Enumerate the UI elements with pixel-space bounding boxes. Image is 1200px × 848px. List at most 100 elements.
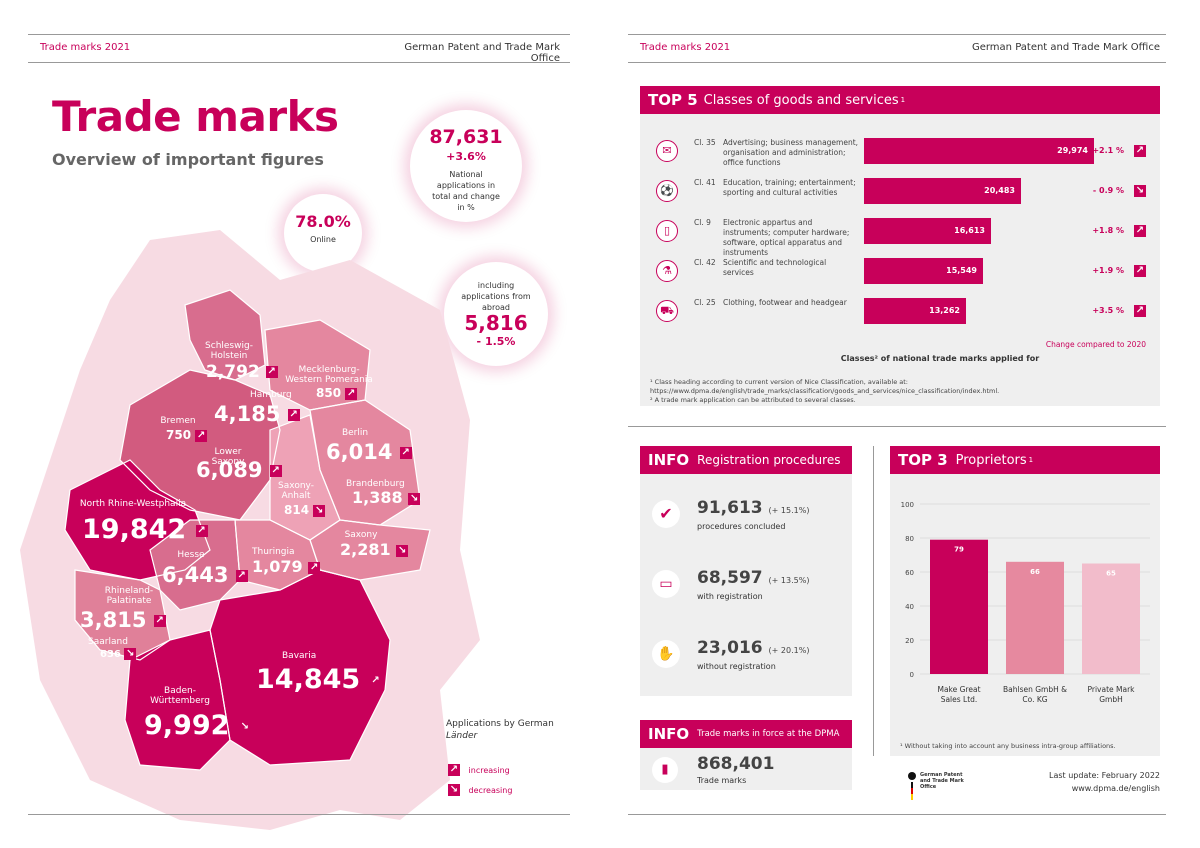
class-description: Advertising; business management, organi… — [723, 138, 859, 167]
abroad-label: including applications from abroad — [461, 281, 531, 312]
state-value-bavaria: 14,845 ↗ — [256, 664, 382, 695]
region-saxony — [310, 520, 430, 580]
class-description: Scientific and technological services — [723, 258, 827, 277]
state-name-nrw: North Rhine-Westphalia — [79, 499, 187, 509]
arrow-up-icon: ↗ — [448, 764, 460, 776]
state-name-saxony: Saxony — [344, 530, 378, 540]
arrow-up-icon: ↗ — [1134, 225, 1146, 237]
legend-increasing: ↗ increasing — [448, 764, 510, 776]
state-value-schleswig: 2,792 ↗ — [206, 362, 278, 382]
state-name-thuringia: Thuringia — [252, 547, 295, 557]
top3-header: TOP 3 Proprietors 1 — [890, 446, 1160, 474]
monitor-icon: ▭ — [652, 570, 680, 598]
force-label: Trade marks — [697, 776, 747, 785]
state-value-berlin: 6,014 ↗ — [326, 440, 412, 464]
state-name-saxonyanhalt: Saxony-Anhalt — [278, 481, 314, 501]
arrow-down-icon: ↘ — [313, 504, 326, 517]
reg-item-2: 68,597 (+ 13.5%) — [697, 568, 810, 588]
class-change: +1.9 % — [1092, 266, 1124, 275]
class-change: +3.5 % — [1092, 306, 1124, 315]
info-force-header: INFO Trade marks in force at the DPMA — [640, 720, 852, 748]
state-value-hesse: 6,443 ↗ — [162, 563, 248, 587]
reg-item-3-label: without registration — [697, 662, 776, 671]
reg-item-1-label: procedures concluded — [697, 522, 786, 531]
region-thuringia — [235, 520, 320, 590]
online-label: Online — [310, 235, 336, 244]
class-bar — [864, 218, 991, 244]
arrow-up-icon: ↗ — [195, 429, 208, 442]
arrow-up-icon: ↗ — [345, 387, 358, 400]
state-value-saxony: 2,281 ↘ — [340, 540, 409, 559]
class-code: Cl. 41 — [694, 178, 716, 187]
online-stat: 78.0% Online — [284, 194, 362, 272]
region-lowersaxony — [120, 370, 280, 520]
divider — [873, 446, 874, 756]
map-legend-title: Applications by German Länder — [446, 719, 554, 741]
state-value-saxonyanhalt: 814 ↘ — [284, 503, 326, 517]
arrow-down-icon: ↘ — [124, 648, 137, 660]
info-registration-header: INFO Registration procedures — [640, 446, 852, 474]
megaphone-icon: ✉ — [656, 140, 678, 162]
state-value-thuringia: 1,079 ↗ — [252, 557, 321, 576]
proprietor-bar — [930, 539, 988, 674]
region-brandenburg — [310, 400, 420, 525]
state-value-bremen: 750 ↗ — [166, 428, 208, 442]
hand-icon: ✋ — [652, 640, 680, 668]
shirt-icon: ⛟ — [656, 300, 678, 322]
arrow-up-icon: ↗ — [287, 409, 300, 421]
arrow-down-icon: ↘ — [408, 492, 421, 505]
last-update: Last update: February 2022 — [1049, 771, 1160, 780]
abroad-stat: including applications from abroad 5,816… — [444, 262, 548, 366]
state-name-bw: Baden-Württemberg — [150, 686, 210, 706]
legend-decreasing: ↘ decreasing — [448, 784, 513, 796]
reg-item-2-label: with registration — [697, 592, 763, 601]
category-label: Co. KG — [1022, 695, 1047, 704]
arrow-down-icon: ↘ — [448, 784, 460, 796]
proprietor-bar — [1082, 563, 1140, 674]
class-code: Cl. 9 — [694, 218, 711, 227]
state-name-brandenburg: Brandenburg — [346, 479, 405, 489]
class-bar — [864, 298, 966, 324]
class-bar — [864, 178, 1021, 204]
arrow-up-icon: ↗ — [1134, 145, 1146, 157]
ball-icon: ⚽ — [656, 180, 678, 202]
class-bar — [864, 138, 1094, 164]
reg-item-3: 23,016 (+ 20.1%) — [697, 638, 810, 658]
state-name-mecklenburg: Mecklenburg-Western Pomerania — [285, 365, 373, 385]
national-change: +3.6% — [446, 150, 486, 163]
class-code: Cl. 35 — [694, 138, 716, 147]
region-hesse — [150, 520, 240, 610]
region-mecklenburg — [265, 320, 370, 410]
bar-value-label: 79 — [954, 546, 964, 554]
class-code: Cl. 42 — [694, 258, 716, 267]
category-label: Make Great — [937, 685, 980, 694]
left-header-title: Trade marks 2021 — [40, 42, 131, 53]
footer-url[interactable]: www.dpma.de/english — [1071, 784, 1160, 793]
arrow-up-icon: ↗ — [399, 447, 412, 459]
top5-footnote1: ¹ Class heading according to current ver… — [650, 378, 1000, 395]
arrow-up-icon: ↗ — [235, 570, 248, 582]
page-subtitle: Overview of important figures — [52, 150, 324, 169]
reg-item-1: 91,613 (+ 15.1%) — [697, 498, 810, 518]
top5-change-note: Change compared to 2020 — [1045, 340, 1146, 349]
class-change: - 0.9 % — [1092, 186, 1124, 195]
class-bar-value: 20,483 — [984, 186, 1015, 195]
left-header-office: German Patent and Trade Mark Office — [404, 42, 560, 64]
national-applications-stat: 87,631 +3.6% National applications in to… — [410, 110, 522, 222]
category-label: Bahlsen GmbH & — [1003, 685, 1067, 694]
arrow-up-icon: ↗ — [1134, 305, 1146, 317]
class-bar-value: 29,974 — [1057, 146, 1088, 155]
arrow-down-icon: ↘ — [238, 720, 251, 733]
arrow-down-icon: ↘ — [396, 544, 409, 557]
category-label: Sales Ltd. — [941, 695, 978, 704]
y-tick-label: 40 — [905, 603, 914, 611]
state-value-bw: 9,992 ↘ — [144, 710, 251, 741]
y-tick-label: 60 — [905, 569, 914, 577]
state-value-mecklenburg: 850 ↗ — [316, 386, 358, 400]
force-value: 868,401 — [697, 754, 775, 774]
region-bavaria — [210, 570, 390, 765]
category-label: Private Mark — [1087, 685, 1135, 694]
page-title: Trade marks — [52, 92, 339, 141]
region-rhineland — [75, 570, 170, 660]
